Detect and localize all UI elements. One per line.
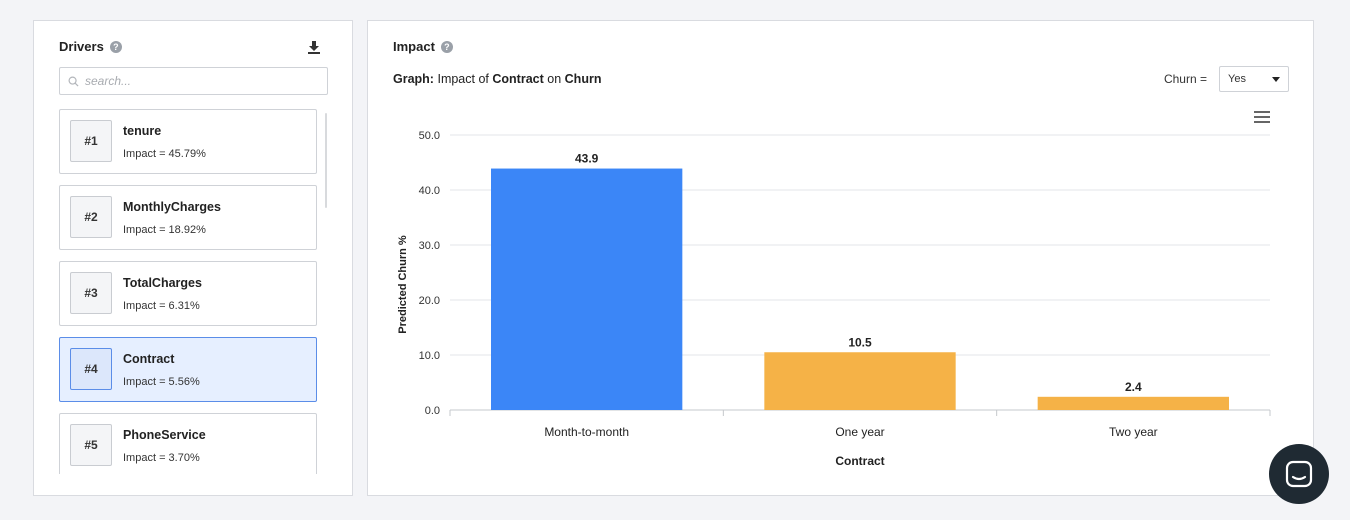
search-field [59, 67, 328, 95]
bar-value-label: 2.4 [1125, 380, 1142, 394]
bar [1037, 396, 1229, 410]
driver-rank: #3 [70, 272, 112, 314]
chat-widget-button[interactable] [1269, 444, 1329, 504]
driver-rank: #4 [70, 348, 112, 390]
drivers-title: Drivers ? [59, 39, 122, 54]
bar-value-label: 43.9 [575, 152, 599, 166]
driver-name: PhoneService [123, 428, 206, 442]
x-tick-label: One year [835, 425, 884, 439]
driver-impact: Impact = 5.56% [123, 376, 200, 388]
driver-item-totalcharges[interactable]: #3 TotalCharges Impact = 6.31% [59, 261, 317, 326]
driver-impact: Impact = 45.79% [123, 148, 206, 160]
impact-panel: Impact ? Graph: Impact of Contract on Ch… [367, 20, 1314, 496]
search-icon [68, 76, 79, 87]
help-icon[interactable]: ? [440, 40, 453, 53]
x-tick-label: Month-to-month [544, 425, 629, 439]
x-tick-label: Two year [1109, 425, 1158, 439]
chat-icon [1285, 460, 1313, 488]
driver-item-tenure[interactable]: #1 tenure Impact = 45.79% [59, 109, 317, 174]
y-axis-title: Predicted Churn % [397, 235, 409, 334]
driver-impact: Impact = 3.70% [123, 452, 200, 464]
churn-select[interactable]: Yes [1219, 66, 1289, 92]
churn-filter: Churn = Yes [1164, 66, 1289, 92]
driver-list: #1 tenure Impact = 45.79% #2 MonthlyChar… [59, 109, 329, 474]
impact-title: Impact ? [393, 39, 453, 54]
driver-rank: #5 [70, 424, 112, 466]
bar-value-label: 10.5 [848, 335, 872, 349]
driver-name: tenure [123, 124, 162, 138]
chevron-down-icon [1272, 76, 1280, 82]
driver-name: Contract [123, 352, 175, 366]
driver-item-contract[interactable]: #4 Contract Impact = 5.56% [59, 337, 317, 402]
scrollbar[interactable] [325, 113, 327, 208]
y-tick-label: 50.0 [419, 130, 440, 142]
help-icon[interactable]: ? [109, 40, 122, 53]
chart-menu-icon[interactable] [1254, 111, 1270, 123]
download-icon[interactable] [306, 39, 322, 55]
graph-label: Graph: [393, 72, 434, 86]
bar [764, 352, 956, 410]
drivers-title-label: Drivers [59, 39, 104, 54]
driver-rank: #2 [70, 196, 112, 238]
graph-subtitle-pre: Impact of [437, 72, 489, 86]
churn-select-value: Yes [1228, 73, 1246, 85]
x-axis-title: Contract [835, 454, 884, 468]
y-tick-label: 0.0 [425, 405, 440, 417]
driver-impact: Impact = 18.92% [123, 224, 206, 236]
y-tick-label: 40.0 [419, 185, 440, 197]
driver-name: MonthlyCharges [123, 200, 221, 214]
graph-target: Churn [564, 72, 602, 86]
graph-subtitle: Graph: Impact of Contract on Churn [393, 72, 601, 86]
graph-feature: Contract [492, 72, 544, 86]
drivers-panel: Drivers ? #1 tenure Impact = 45.79% #2 M… [33, 20, 353, 496]
graph-subtitle-mid: on [547, 72, 562, 86]
y-tick-label: 30.0 [419, 240, 440, 252]
impact-title-label: Impact [393, 39, 435, 54]
driver-item-phoneservice[interactable]: #5 PhoneService Impact = 3.70% [59, 413, 317, 474]
driver-name: TotalCharges [123, 276, 202, 290]
y-tick-label: 10.0 [419, 350, 440, 362]
driver-rank: #1 [70, 120, 112, 162]
churn-filter-label: Churn = [1163, 72, 1207, 86]
search-input[interactable] [85, 74, 315, 88]
bar [491, 168, 683, 410]
driver-impact: Impact = 6.31% [123, 300, 200, 312]
impact-chart: 0.0 10.0 20.0 30.0 40.0 50.0 43.9 Month-to-mont… [397, 130, 1271, 468]
y-tick-label: 20.0 [419, 295, 440, 307]
driver-item-monthlycharges[interactable]: #2 MonthlyCharges Impact = 18.92% [59, 185, 317, 250]
